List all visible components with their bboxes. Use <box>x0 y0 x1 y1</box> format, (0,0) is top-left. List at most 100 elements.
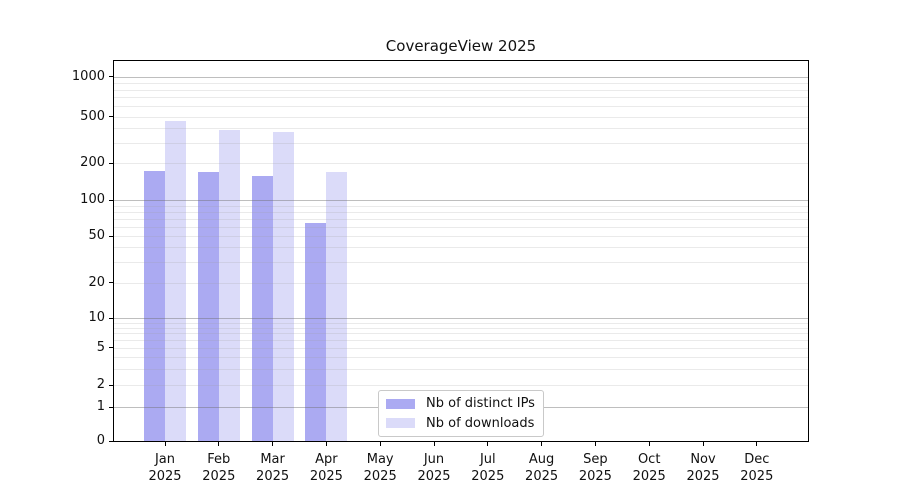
month-year: 2025 <box>309 468 343 484</box>
x-tick-jul <box>487 442 489 446</box>
minor-gridline-9 <box>114 322 808 324</box>
major-gridline-1000 <box>114 76 808 78</box>
bar-jan-downloads <box>165 120 186 441</box>
x-tick-label-apr: Apr 2025 <box>310 452 343 485</box>
x-tick-label-mar: Mar 2025 <box>256 452 289 485</box>
x-tick-oct <box>648 442 650 446</box>
major-gridline-10 <box>114 318 808 319</box>
minor-gridline-80 <box>114 211 808 213</box>
x-tick-label-jan: Jan 2025 <box>148 452 181 485</box>
minor-gridline-8 <box>114 327 808 329</box>
y-tick-1 <box>109 406 113 408</box>
y-tick-label-1: 1 <box>96 399 105 415</box>
month-name: Apr <box>315 452 338 467</box>
y-tick-200 <box>109 162 113 164</box>
minor-gridline-700 <box>114 97 808 99</box>
minor-gridline-3 <box>114 368 808 370</box>
x-tick-label-nov: Nov 2025 <box>686 452 719 485</box>
legend-label-distinct-ips: Nb of distinct IPs <box>426 396 535 412</box>
bars-layer <box>114 61 808 441</box>
x-tick-label-oct: Oct 2025 <box>633 452 666 485</box>
legend: Nb of distinct IPs Nb of downloads <box>378 390 544 437</box>
bar-mar-downloads <box>272 131 294 441</box>
chart-title: CoverageView 2025 <box>385 37 537 55</box>
bar-mar-distinct-ips <box>251 175 273 441</box>
minor-gridline-70 <box>114 218 808 220</box>
minor-gridline-60 <box>114 226 808 228</box>
major-gridline-100 <box>114 200 808 202</box>
month-year: 2025 <box>632 468 666 484</box>
y-tick-label-10: 10 <box>88 310 105 325</box>
minor-gridline-6 <box>114 339 808 341</box>
y-tick-10 <box>109 317 113 319</box>
x-tick-label-may: May 2025 <box>364 452 397 485</box>
minor-gridline-300 <box>114 142 808 144</box>
legend-entry-distinct-ips: Nb of distinct IPs <box>386 395 536 413</box>
x-tick-label-dec: Dec 2025 <box>740 452 773 485</box>
month-name: Sep <box>583 452 608 467</box>
y-tick-label-1000: 1000 <box>71 68 105 84</box>
month-year: 2025 <box>148 468 182 484</box>
y-tick-label-200: 200 <box>80 155 105 171</box>
x-tick-mar <box>272 442 274 446</box>
month-year: 2025 <box>202 468 236 484</box>
bar-apr-downloads <box>326 171 348 441</box>
x-tick-feb <box>218 442 220 446</box>
y-tick-0 <box>109 440 113 442</box>
minor-gridline-50 <box>114 236 808 238</box>
month-year: 2025 <box>740 468 774 484</box>
y-tick-5 <box>109 347 113 349</box>
month-year: 2025 <box>256 468 290 484</box>
y-tick-20 <box>109 282 113 284</box>
y-tick-1000 <box>109 76 113 78</box>
legend-label-downloads: Nb of downloads <box>426 415 535 431</box>
minor-gridline-90 <box>114 205 808 207</box>
x-tick-sep <box>594 442 597 446</box>
x-tick-apr <box>325 442 328 446</box>
y-axis-ticks <box>109 61 808 442</box>
month-name: Mar <box>260 452 285 467</box>
x-tick-label-jun: Jun 2025 <box>417 452 450 485</box>
minor-gridline-900 <box>114 82 808 84</box>
legend-swatch-distinct-ips-icon <box>386 398 415 409</box>
y-tick-2 <box>109 384 113 386</box>
minor-gridline-800 <box>114 89 808 91</box>
y-tick-label-0: 0 <box>96 433 105 448</box>
y-tick-label-500: 500 <box>80 108 105 124</box>
plot-area <box>109 60 809 442</box>
x-tick-dec <box>756 442 758 446</box>
bar-jan-distinct-ips <box>144 171 165 441</box>
month-name: Oct <box>637 452 661 467</box>
month-name: Jun <box>423 452 445 467</box>
bar-feb-downloads <box>218 130 240 441</box>
x-tick-label-sep: Sep 2025 <box>579 452 612 485</box>
bar-apr-distinct-ips <box>305 223 327 441</box>
x-tick-may <box>379 442 381 446</box>
y-tick-label-100: 100 <box>80 192 105 208</box>
month-name: Jan <box>154 452 176 467</box>
y-tick-label-20: 20 <box>88 274 105 290</box>
month-year: 2025 <box>578 468 612 484</box>
x-tick-label-aug: Aug 2025 <box>525 452 558 485</box>
month-name: Nov <box>690 452 716 467</box>
minor-gridline-20 <box>114 282 808 284</box>
minor-gridline-40 <box>114 247 808 249</box>
y-tick-500 <box>109 116 113 118</box>
minor-gridline-600 <box>114 106 808 108</box>
x-tick-aug <box>541 442 543 446</box>
month-year: 2025 <box>471 468 505 484</box>
y-tick-label-2: 2 <box>96 377 105 393</box>
minor-gridline-4 <box>114 356 808 358</box>
month-year: 2025 <box>363 468 397 484</box>
month-name: Aug <box>528 452 555 467</box>
x-tick-label-jul: Jul 2025 <box>471 452 504 485</box>
minor-gridline-5 <box>114 347 808 349</box>
minor-gridline-500 <box>114 116 808 118</box>
y-tick-label-50: 50 <box>88 228 105 244</box>
y-tick-label-5: 5 <box>96 339 105 355</box>
month-name: Feb <box>207 452 231 467</box>
month-year: 2025 <box>417 468 451 484</box>
bar-feb-distinct-ips <box>197 171 219 441</box>
legend-entry-downloads: Nb of downloads <box>386 414 536 432</box>
x-tick-jun <box>433 442 435 446</box>
